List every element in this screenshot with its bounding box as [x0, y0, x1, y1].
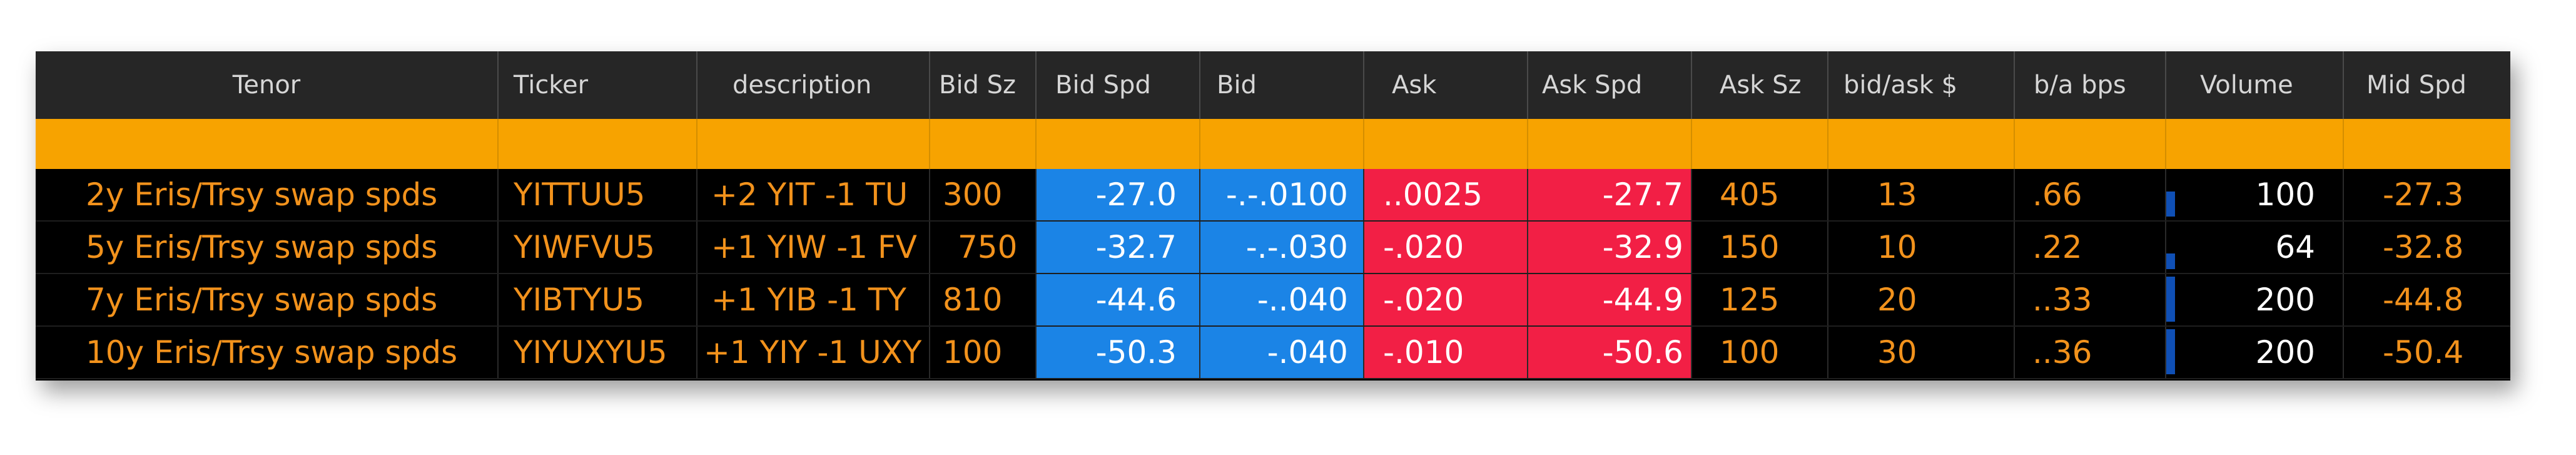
description-cell: +1 YIB -1 TY: [697, 274, 930, 325]
volume-bar: [2166, 277, 2175, 322]
mid-spd-cell: -44.8: [2383, 282, 2464, 318]
ba-bps-cell: ..36: [2015, 327, 2166, 378]
volume-value: 100: [2255, 176, 2315, 213]
table-row[interactable]: 7y Eris/Trsy swap spds YIBTYU5 +1 YIB -1…: [36, 274, 2510, 327]
bid-ask-dollar-cell: 20: [1828, 274, 2015, 325]
col-header-volume[interactable]: Volume: [2166, 51, 2344, 119]
description-cell: +1 YIW -1 FV: [697, 222, 930, 273]
bid-spd-cell[interactable]: -44.6: [1037, 274, 1200, 325]
col-header-tenor[interactable]: Tenor: [36, 51, 499, 119]
filter-cell-ba-bps[interactable]: [2015, 119, 2166, 169]
ticker-cell: YIWFVU5: [499, 222, 697, 273]
tenor-cell: 5y Eris/Trsy swap spds: [36, 222, 499, 273]
filter-cell-ticker[interactable]: [499, 119, 697, 169]
filter-cell-mid-spd[interactable]: [2344, 119, 2510, 169]
col-header-ask-sz[interactable]: Ask Sz: [1692, 51, 1828, 119]
col-header-bid-sz[interactable]: Bid Sz: [930, 51, 1037, 119]
ba-bps-cell: .66: [2015, 169, 2166, 220]
col-header-ask-spd[interactable]: Ask Spd: [1528, 51, 1692, 119]
filter-cell-bid[interactable]: [1200, 119, 1364, 169]
bid-cell[interactable]: -..040: [1200, 274, 1364, 325]
table-row[interactable]: 2y Eris/Trsy swap spds YITTUU5 +2 YIT -1…: [36, 169, 2510, 222]
bid-sz-cell: 750: [930, 222, 1037, 273]
col-header-bid[interactable]: Bid: [1200, 51, 1364, 119]
ba-bps-cell: .22: [2015, 222, 2166, 273]
bid-cell[interactable]: -.-.030: [1200, 222, 1364, 273]
volume-cell: 100: [2166, 169, 2344, 220]
filter-cell-ask-spd[interactable]: [1528, 119, 1692, 169]
ticker-cell: YITTUU5: [499, 169, 697, 220]
bid-spd-cell[interactable]: -32.7: [1037, 222, 1200, 273]
bid-sz-cell: 100: [930, 327, 1037, 378]
description-cell: +1 YIY -1 UXY: [697, 327, 930, 378]
tenor-cell: 7y Eris/Trsy swap spds: [36, 274, 499, 325]
volume-bar: [2166, 329, 2175, 374]
bid-spd-cell[interactable]: -50.3: [1037, 327, 1200, 378]
mid-spd-cell: -50.4: [2383, 334, 2464, 371]
col-header-bid-spd[interactable]: Bid Spd: [1037, 51, 1200, 119]
bid-ask-dollar-cell: 13: [1828, 169, 2015, 220]
ask-sz-cell: 405: [1692, 169, 1828, 220]
table-header: Tenor Ticker description Bid Sz Bid Spd …: [36, 51, 2510, 119]
bid-spd-cell[interactable]: -27.0: [1037, 169, 1200, 220]
ask-sz-cell: 125: [1692, 274, 1828, 325]
ask-sz-cell: 100: [1692, 327, 1828, 378]
table-row[interactable]: 5y Eris/Trsy swap spds YIWFVU5 +1 YIW -1…: [36, 222, 2510, 274]
filter-cell-volume[interactable]: [2166, 119, 2344, 169]
bid-cell[interactable]: -.040: [1200, 327, 1364, 378]
volume-bar: [2166, 253, 2175, 269]
filter-cell-ask-sz[interactable]: [1692, 119, 1828, 169]
ask-spd-cell[interactable]: -27.7: [1528, 169, 1692, 220]
col-header-bid-ask-dollar[interactable]: bid/ask $: [1828, 51, 2015, 119]
filter-cell-bid-ask-dollar[interactable]: [1828, 119, 2015, 169]
volume-bar: [2166, 192, 2175, 217]
spread-quote-table: Tenor Ticker description Bid Sz Bid Spd …: [36, 51, 2510, 381]
filter-cell-tenor[interactable]: [36, 119, 499, 169]
bid-ask-dollar-cell: 30: [1828, 327, 2015, 378]
bid-ask-dollar-cell: 10: [1828, 222, 2015, 273]
bid-sz-cell: 810: [930, 274, 1037, 325]
ask-spd-cell[interactable]: -32.9: [1528, 222, 1692, 273]
table-body: 2y Eris/Trsy swap spds YITTUU5 +2 YIT -1…: [36, 169, 2510, 379]
ticker-cell: YIBTYU5: [499, 274, 697, 325]
volume-cell: 64: [2166, 222, 2344, 273]
table-row[interactable]: 10y Eris/Trsy swap spds YIYUXYU5 +1 YIY …: [36, 327, 2510, 379]
ask-cell[interactable]: -.020: [1364, 222, 1528, 273]
filter-row[interactable]: [36, 119, 2510, 169]
ask-cell[interactable]: ..0025: [1364, 169, 1528, 220]
volume-value: 200: [2255, 334, 2315, 371]
filter-cell-bid-sz[interactable]: [930, 119, 1037, 169]
tenor-cell: 2y Eris/Trsy swap spds: [36, 169, 499, 220]
volume-value: 64: [2275, 229, 2315, 265]
volume-cell: 200: [2166, 274, 2344, 325]
ba-bps-cell: ..33: [2015, 274, 2166, 325]
ask-spd-cell[interactable]: -44.9: [1528, 274, 1692, 325]
mid-spd-cell: -32.8: [2383, 229, 2464, 265]
ask-spd-cell[interactable]: -50.6: [1528, 327, 1692, 378]
volume-value: 200: [2255, 282, 2315, 318]
ask-cell[interactable]: -.020: [1364, 274, 1528, 325]
ask-cell[interactable]: -.010: [1364, 327, 1528, 378]
mid-spd-cell: -27.3: [2383, 176, 2464, 213]
ticker-cell: YIYUXYU5: [499, 327, 697, 378]
filter-cell-ask[interactable]: [1364, 119, 1528, 169]
col-header-mid-spd[interactable]: Mid Spd: [2366, 71, 2467, 100]
bid-sz-cell: 300: [930, 169, 1037, 220]
col-header-description[interactable]: description: [697, 51, 930, 119]
col-header-ticker[interactable]: Ticker: [499, 51, 697, 119]
tenor-cell: 10y Eris/Trsy swap spds: [36, 327, 499, 378]
description-cell: +2 YIT -1 TU: [697, 169, 930, 220]
bid-cell[interactable]: -.-.0100: [1200, 169, 1364, 220]
col-header-ba-bps[interactable]: b/a bps: [2015, 51, 2166, 119]
volume-cell: 200: [2166, 327, 2344, 378]
filter-cell-bid-spd[interactable]: [1037, 119, 1200, 169]
ask-sz-cell: 150: [1692, 222, 1828, 273]
filter-cell-description[interactable]: [697, 119, 930, 169]
col-header-ask[interactable]: Ask: [1364, 51, 1528, 119]
